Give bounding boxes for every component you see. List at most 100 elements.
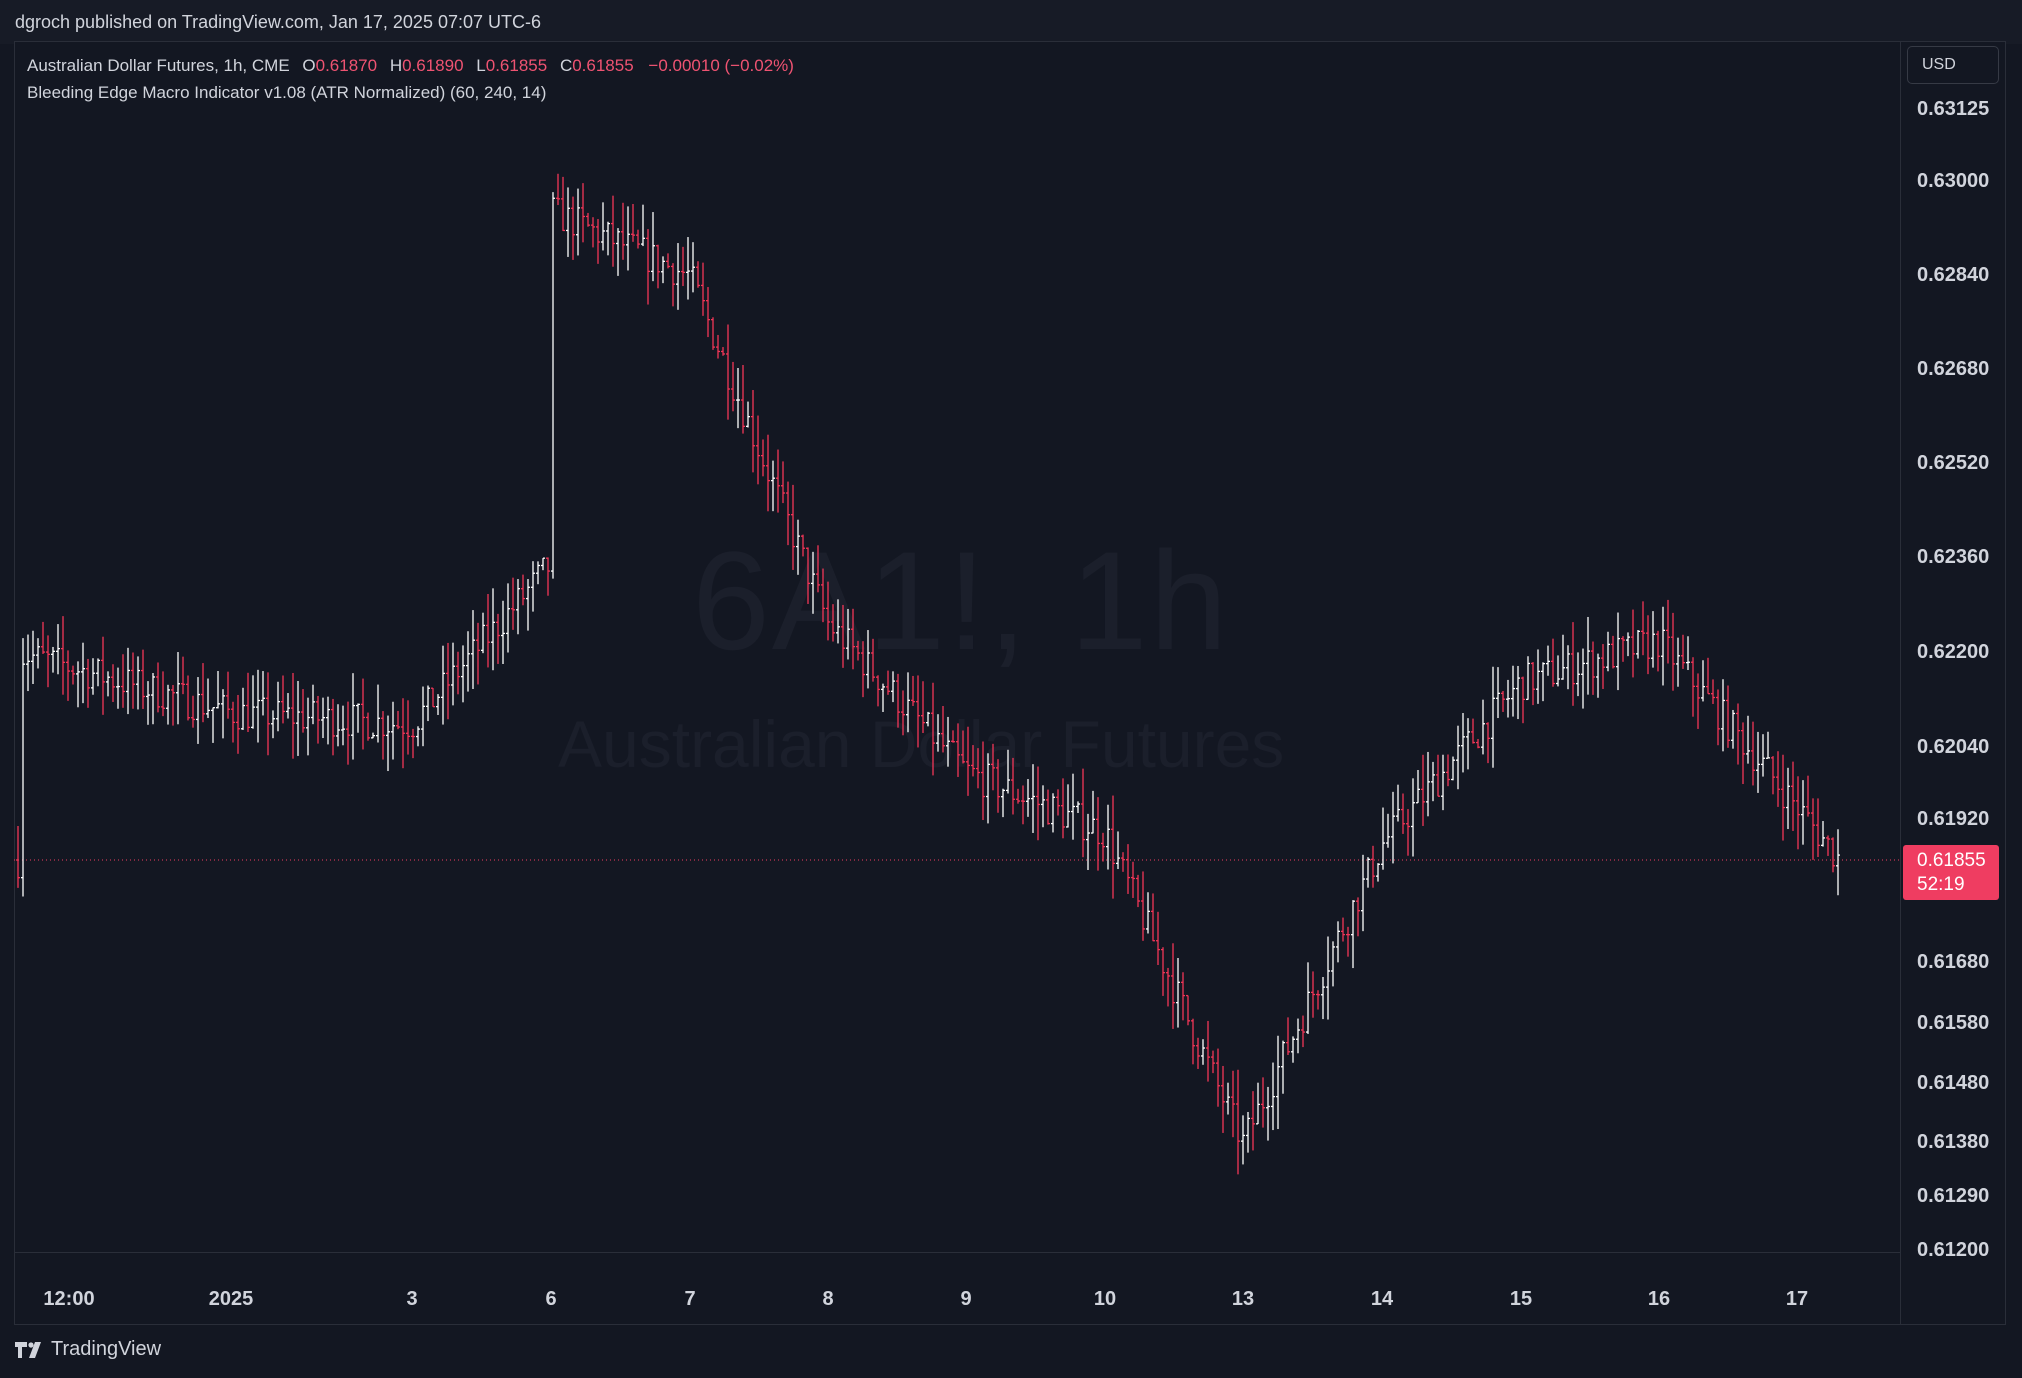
ohlc-bar xyxy=(271,710,275,739)
ohlc-bar xyxy=(231,701,235,743)
price-axis-label: 0.61920 xyxy=(1917,808,1990,830)
tradingview-logo-icon xyxy=(15,1341,41,1358)
ohlc-bar xyxy=(381,711,385,760)
ohlc-bar xyxy=(1026,779,1030,817)
ohlc-bar xyxy=(1296,1018,1300,1054)
ohlc-bar xyxy=(1111,795,1115,899)
legend-high-key: H xyxy=(389,56,403,75)
ohlc-bar xyxy=(581,183,585,243)
ohlc-bar xyxy=(1176,958,1180,1028)
ohlc-bar xyxy=(811,551,815,614)
ohlc-bar xyxy=(1106,804,1110,870)
price-axis-label: 0.62200 xyxy=(1917,641,1990,663)
ohlc-bar xyxy=(431,687,435,708)
ohlc-bar xyxy=(1611,635,1615,669)
ohlc-bar xyxy=(796,519,800,575)
legend-open-key: O xyxy=(302,56,316,75)
ohlc-bar xyxy=(556,173,560,206)
time-axis-label: 17 xyxy=(1785,1288,1809,1310)
chart-frame[interactable] xyxy=(14,41,2006,1325)
ohlc-bar xyxy=(1236,1069,1240,1175)
ohlc-bar xyxy=(176,652,180,725)
ohlc-bar xyxy=(316,695,320,744)
ohlc-bar xyxy=(1291,1036,1295,1063)
ohlc-bar xyxy=(401,698,405,769)
ohlc-bar xyxy=(406,700,410,755)
ohlc-bar xyxy=(886,670,890,695)
ohlc-bar xyxy=(46,635,50,688)
ohlc-bar xyxy=(371,732,375,739)
ohlc-bar xyxy=(1661,606,1665,686)
ohlc-bar xyxy=(846,608,850,660)
ohlc-bar xyxy=(1511,665,1515,717)
ohlc-bar xyxy=(786,481,790,546)
ohlc-bar xyxy=(351,673,355,760)
ohlc-bar xyxy=(41,621,45,654)
time-axis-label: 2025 xyxy=(208,1288,254,1310)
ohlc-bar xyxy=(1561,634,1565,680)
ohlc-bar xyxy=(1736,703,1740,765)
ohlc-bar xyxy=(526,579,530,631)
ohlc-bar xyxy=(331,698,335,756)
ohlc-bar xyxy=(456,651,460,695)
ohlc-bar xyxy=(531,561,535,612)
ohlc-bar xyxy=(1421,754,1425,826)
ohlc-bar xyxy=(1571,622,1575,706)
ohlc-bar xyxy=(146,681,150,725)
price-scale-divider xyxy=(1900,41,1901,1325)
legend-indicator-row[interactable]: Bleeding Edge Macro Indicator v1.08 (ATR… xyxy=(27,79,794,106)
ohlc-bar xyxy=(1586,616,1590,695)
ohlc-bar xyxy=(841,604,845,668)
ohlc-bar xyxy=(411,728,415,759)
ohlc-bar xyxy=(1701,660,1705,702)
ohlc-bar xyxy=(791,484,795,570)
ohlc-bar xyxy=(776,449,780,513)
ohlc-bar xyxy=(1281,1040,1285,1094)
ohlc-bar xyxy=(1311,971,1315,1018)
price-axis-label: 0.62680 xyxy=(1917,358,1990,380)
ohlc-bar xyxy=(21,638,25,897)
ohlc-bar xyxy=(1326,936,1330,1020)
ohlc-bar xyxy=(111,664,115,702)
ohlc-bar xyxy=(1396,784,1400,822)
price-axis-label: 0.62360 xyxy=(1917,546,1990,568)
ohlc-bar xyxy=(1076,801,1080,814)
ohlc-bar xyxy=(876,675,880,707)
tradingview-brand[interactable]: TradingView xyxy=(15,1338,161,1361)
ohlc-bar xyxy=(1096,797,1100,871)
ohlc-bar xyxy=(1081,768,1085,858)
ohlc-bar xyxy=(1011,757,1015,815)
ohlc-bar xyxy=(1621,636,1625,662)
ohlc-bar xyxy=(366,712,370,741)
legend-instrument: Australian Dollar Futures, 1h, CME xyxy=(27,56,290,75)
currency-button[interactable]: USD xyxy=(1907,46,1999,84)
ohlc-bar xyxy=(1816,798,1820,857)
ohlc-bar xyxy=(561,176,565,232)
ohlc-bar xyxy=(1751,721,1755,786)
ohlc-bar xyxy=(496,613,500,664)
ohlc-bar xyxy=(606,221,610,256)
ohlc-bar xyxy=(1766,731,1770,759)
ohlc-bar xyxy=(1821,821,1825,847)
ohlc-bar xyxy=(1266,1086,1270,1141)
ohlc-bar xyxy=(711,317,715,350)
legend-ohlc-row[interactable]: Australian Dollar Futures, 1h, CME O 0.61… xyxy=(27,52,794,79)
ohlc-bar xyxy=(1706,657,1710,695)
legend-close-value: 0.61855 xyxy=(572,56,634,75)
ohlc-bar xyxy=(771,460,775,512)
legend-indicator: Bleeding Edge Macro Indicator v1.08 (ATR… xyxy=(27,83,547,102)
ohlc-bar xyxy=(806,547,810,604)
ohlc-bar xyxy=(1046,789,1050,825)
ohlc-bar xyxy=(1451,756,1455,781)
ohlc-bar xyxy=(151,673,155,725)
ohlc-bar xyxy=(1491,666,1495,768)
ohlc-bar xyxy=(1191,1018,1195,1065)
ohlc-bar xyxy=(1086,813,1090,870)
ohlc-bar xyxy=(1146,892,1150,934)
ohlc-bar xyxy=(476,622,480,685)
ohlc-bar xyxy=(1781,754,1785,841)
ohlc-bar xyxy=(1411,778,1415,857)
ohlc-bar xyxy=(856,640,860,661)
time-axis-label: 9 xyxy=(960,1288,972,1310)
